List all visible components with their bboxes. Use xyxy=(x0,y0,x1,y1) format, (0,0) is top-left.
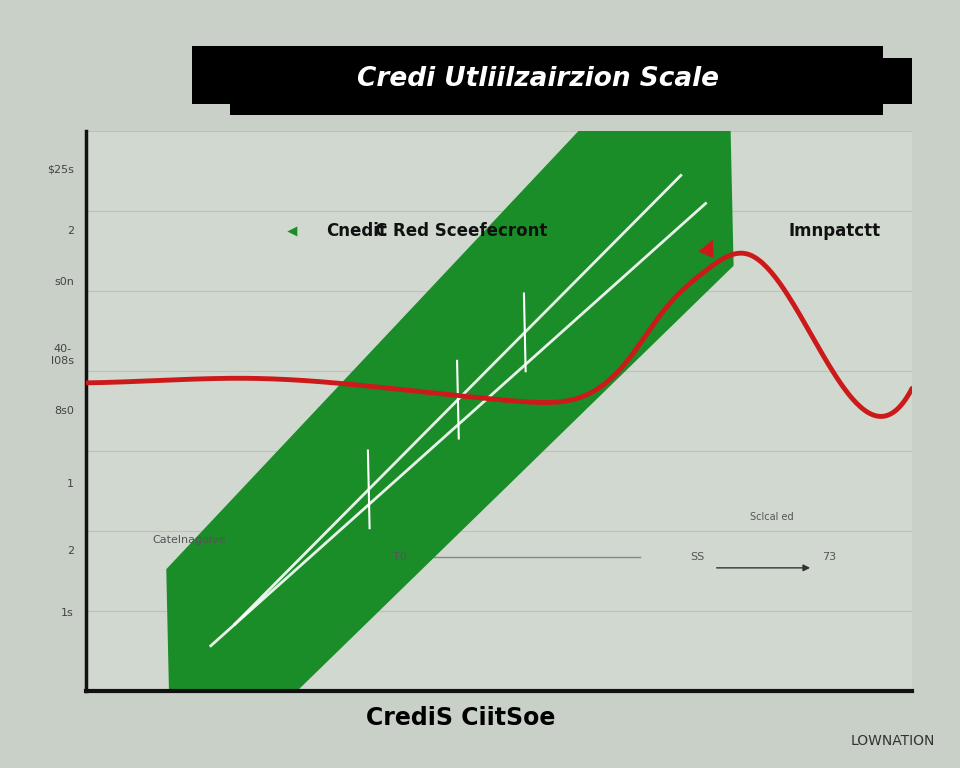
Text: 73: 73 xyxy=(823,551,836,561)
Text: $25s: $25s xyxy=(47,165,74,175)
Text: s0n: s0n xyxy=(54,277,74,287)
Text: T0: T0 xyxy=(394,551,407,561)
Polygon shape xyxy=(192,46,883,115)
Text: Cnedit: Cnedit xyxy=(325,223,387,240)
Text: LOWNATION: LOWNATION xyxy=(851,734,935,748)
Text: SS: SS xyxy=(690,551,705,561)
Text: CrediS CiitSoe: CrediS CiitSoe xyxy=(366,706,556,730)
Text: 40-
l08s: 40- l08s xyxy=(51,344,74,366)
Text: Catelnagolve: Catelnagolve xyxy=(153,535,226,545)
Text: Sclcal ed: Sclcal ed xyxy=(750,512,794,522)
Text: Imnpatctt: Imnpatctt xyxy=(788,223,880,240)
Polygon shape xyxy=(192,58,912,104)
Text: 1s: 1s xyxy=(61,607,74,617)
Text: Credi Utliilzairzion Scale: Credi Utliilzairzion Scale xyxy=(356,66,719,92)
Text: 2: 2 xyxy=(67,546,74,556)
Text: 1: 1 xyxy=(67,478,74,488)
Polygon shape xyxy=(166,0,733,768)
Text: C Red Sceefecront: C Red Sceefecront xyxy=(375,223,548,240)
Text: 2: 2 xyxy=(67,227,74,237)
Text: 8s0: 8s0 xyxy=(54,406,74,416)
